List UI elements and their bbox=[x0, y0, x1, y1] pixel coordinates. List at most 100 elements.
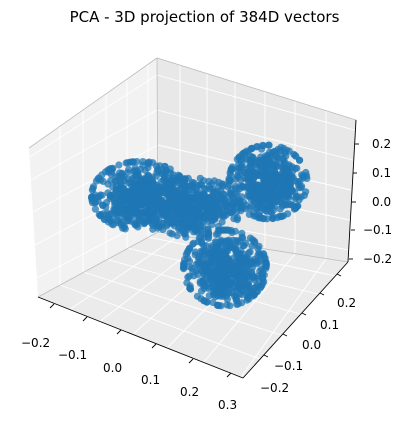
scatter-point bbox=[170, 178, 178, 186]
y-tick-label: −0.2 bbox=[260, 381, 289, 395]
scatter-point bbox=[210, 177, 218, 185]
scatter-point bbox=[104, 180, 112, 188]
scatter-point bbox=[282, 146, 291, 154]
scatter-point bbox=[251, 181, 259, 189]
scatter-point bbox=[253, 171, 261, 179]
scatter-point bbox=[250, 190, 258, 198]
scatter-point bbox=[116, 169, 124, 177]
scatter-point bbox=[193, 292, 201, 300]
scatter-point bbox=[180, 259, 188, 267]
scatter-point bbox=[197, 287, 206, 295]
z-tick-label: 0.2 bbox=[372, 137, 391, 151]
scatter-point bbox=[129, 181, 137, 189]
scatter-point bbox=[156, 201, 164, 210]
scatter-point bbox=[223, 301, 231, 309]
scatter-point bbox=[240, 242, 248, 250]
scatter-point bbox=[115, 209, 123, 217]
scatter-point bbox=[206, 201, 214, 209]
scatter-point bbox=[88, 193, 96, 201]
scatter-point bbox=[219, 284, 227, 292]
scatter-point bbox=[273, 214, 281, 222]
scatter-point bbox=[162, 167, 170, 175]
scatter-point bbox=[91, 205, 99, 213]
scatter-point bbox=[232, 237, 240, 245]
scatter-point bbox=[224, 183, 232, 191]
scatter-point bbox=[225, 241, 233, 249]
scatter-point bbox=[145, 208, 153, 216]
scatter-point bbox=[109, 221, 117, 229]
scatter-point bbox=[196, 278, 204, 286]
scatter-point bbox=[205, 284, 213, 293]
scatter-point bbox=[144, 159, 152, 167]
scatter-point bbox=[234, 173, 242, 181]
scatter-point bbox=[184, 247, 192, 255]
scatter-point bbox=[98, 191, 106, 199]
x-tick-label: −0.1 bbox=[58, 348, 87, 362]
scatter-point bbox=[165, 190, 173, 198]
scatter-point bbox=[106, 165, 114, 173]
scatter-point bbox=[200, 263, 208, 271]
scatter-point bbox=[199, 256, 207, 264]
scatter-point bbox=[216, 256, 224, 264]
scatter-point bbox=[154, 165, 162, 173]
scatter-point bbox=[234, 161, 243, 169]
scatter-point bbox=[244, 180, 253, 188]
x-tick-labels: −0.2 −0.1 0.0 0.1 0.2 0.3 bbox=[21, 336, 237, 412]
scatter-point bbox=[255, 258, 263, 266]
scatter-point bbox=[196, 196, 204, 204]
scatter-point bbox=[182, 221, 191, 229]
scatter-point bbox=[302, 188, 310, 196]
scatter-point bbox=[272, 147, 280, 155]
scatter-point bbox=[264, 186, 272, 194]
scatter-point bbox=[243, 170, 251, 179]
scatter-point bbox=[237, 155, 245, 163]
scatter-point bbox=[252, 205, 260, 213]
y-tick-label: 0.1 bbox=[320, 318, 339, 332]
scatter-point bbox=[198, 248, 207, 256]
scatter-point bbox=[115, 161, 123, 169]
x-tick-label: 0.1 bbox=[141, 373, 160, 387]
z-tick-label: 0.1 bbox=[372, 166, 391, 180]
scatter-point bbox=[131, 167, 139, 175]
scatter-point bbox=[248, 264, 256, 272]
scatter-point bbox=[276, 179, 285, 187]
scatter-point bbox=[168, 212, 176, 220]
scatter-point bbox=[192, 208, 200, 216]
scatter-point bbox=[133, 214, 142, 222]
scatter-point bbox=[104, 189, 112, 197]
scatter-point bbox=[173, 198, 181, 206]
scatter-point bbox=[181, 195, 189, 203]
scatter-point bbox=[214, 301, 222, 309]
scatter-point bbox=[222, 261, 230, 269]
scatter-point bbox=[225, 175, 233, 183]
x-tick-label: 0.0 bbox=[103, 361, 122, 375]
scatter-point bbox=[124, 175, 132, 183]
scatter-point bbox=[232, 190, 240, 198]
scatter-point bbox=[200, 177, 208, 185]
scatter-point bbox=[174, 219, 182, 227]
scatter-point bbox=[223, 295, 231, 303]
scatter-point bbox=[147, 202, 155, 210]
scatter-point bbox=[224, 289, 232, 297]
scatter-point bbox=[238, 255, 246, 263]
scatter-point bbox=[125, 165, 133, 174]
scatter-point bbox=[236, 289, 244, 298]
scatter-point bbox=[203, 207, 211, 215]
scatter-point bbox=[248, 258, 256, 266]
scatter-point bbox=[191, 248, 199, 256]
scatter-point bbox=[155, 185, 163, 193]
scatter-point bbox=[243, 147, 251, 155]
scatter-point bbox=[262, 262, 270, 271]
scatter-point bbox=[288, 168, 296, 176]
scatter-point bbox=[291, 151, 299, 160]
scatter-point bbox=[299, 172, 307, 180]
scatter-point bbox=[228, 278, 236, 286]
scatter-point bbox=[241, 270, 249, 278]
scatter-point bbox=[142, 184, 150, 192]
scatter-point bbox=[163, 222, 171, 230]
scatter-point bbox=[233, 214, 241, 222]
scatter-point bbox=[204, 230, 212, 239]
scatter-point bbox=[186, 263, 194, 271]
scatter-point bbox=[229, 165, 237, 173]
scatter-point bbox=[253, 281, 261, 289]
